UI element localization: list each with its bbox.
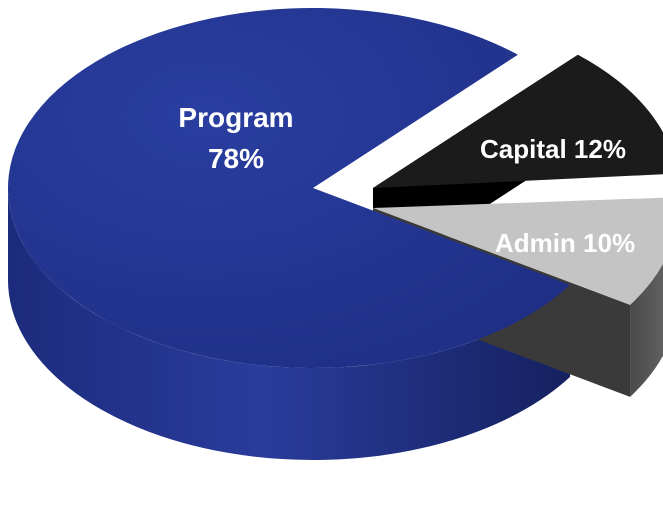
slice-label-admin: Admin 10% xyxy=(495,228,635,258)
slice-side-band-admin xyxy=(630,263,663,397)
pie-slice-capital xyxy=(373,54,663,188)
slice-side-program xyxy=(8,188,571,460)
slice-label-capital: Capital 12% xyxy=(480,134,626,164)
slice-side-band-program xyxy=(8,188,571,460)
pie-slice-admin xyxy=(373,197,663,305)
pie-slice-program xyxy=(8,8,571,369)
slice-label-program: Program xyxy=(178,102,293,133)
slice-value-program: 78% xyxy=(208,143,264,174)
